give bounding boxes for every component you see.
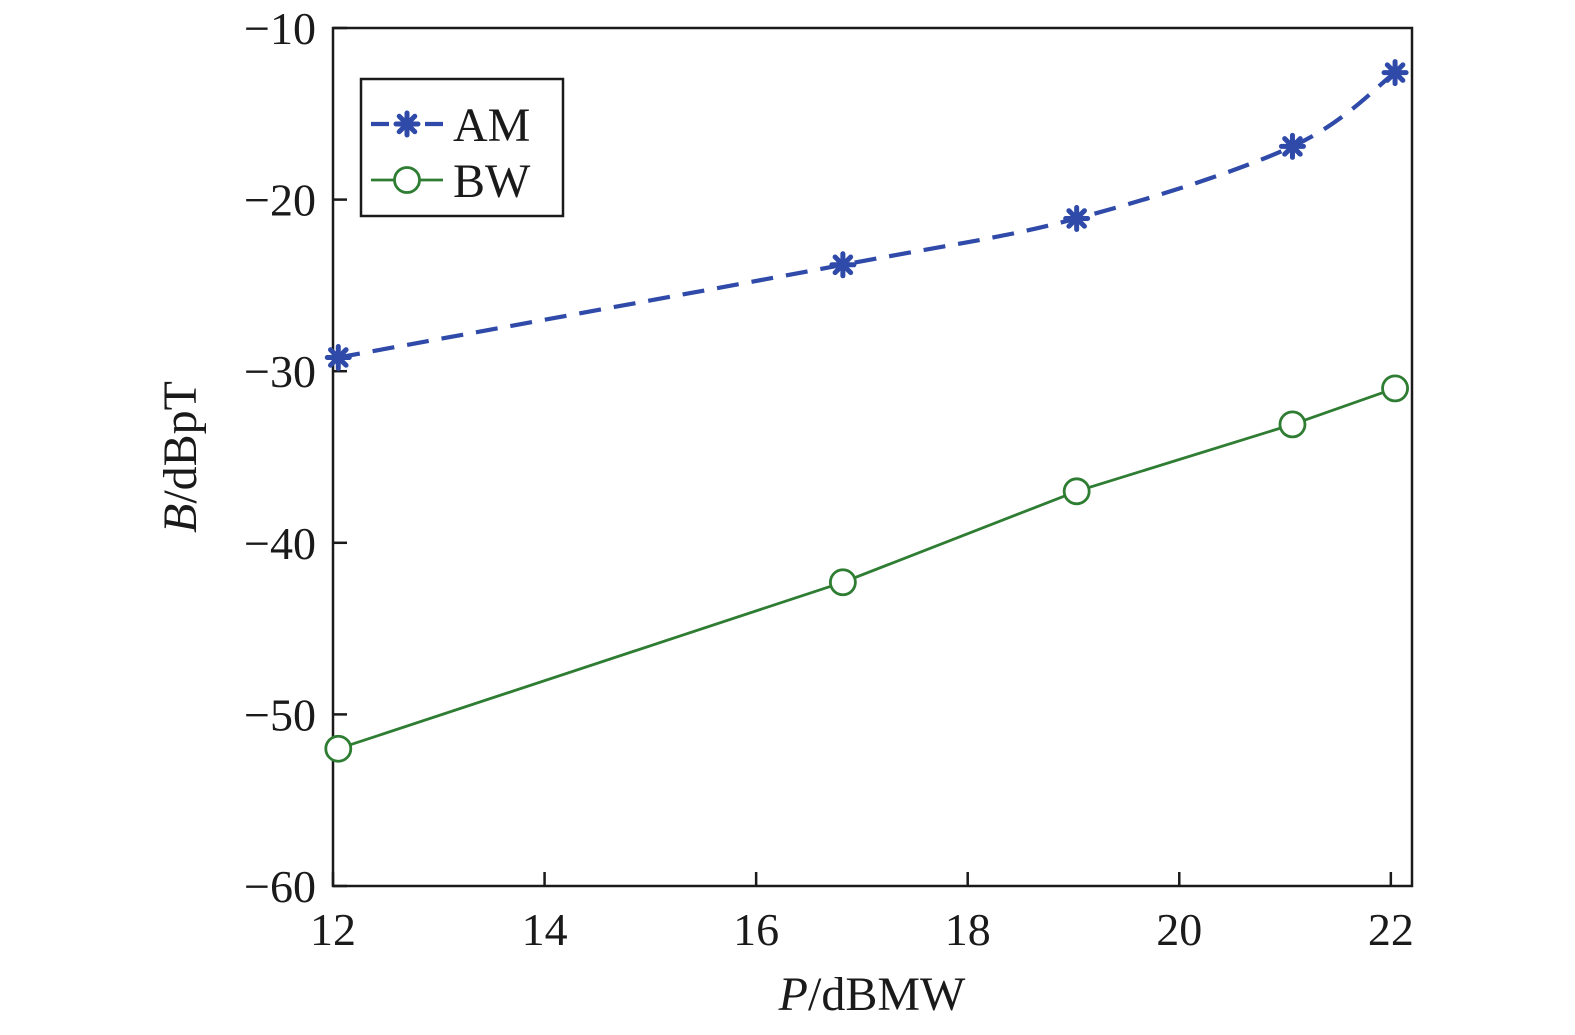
y-tick-label: −40: [244, 518, 316, 569]
x-tick-label: 18: [945, 904, 991, 955]
y-axis-unit: /dBpT: [154, 381, 207, 504]
y-axis-title: B/dBpT: [154, 381, 207, 533]
axis-titles: P/dBMW B/dBpT: [154, 381, 966, 1021]
legend-swatch-marker: [393, 110, 421, 138]
legend-item-bw: BW: [371, 155, 531, 208]
series-am-point: [324, 343, 352, 371]
y-tick-label: −60: [244, 861, 316, 912]
series-bw-point: [1278, 410, 1307, 439]
legend-label: AM: [453, 99, 530, 152]
y-tick-label: −30: [244, 346, 316, 397]
series-bw-point: [1062, 477, 1091, 506]
plot-frame: [331, 26, 1414, 888]
x-axis-title: P/dBMW: [778, 968, 966, 1021]
series-am-point: [1381, 59, 1409, 87]
legend-box: [359, 77, 565, 218]
x-tick-label: 16: [733, 904, 779, 955]
series-bw-point: [1381, 374, 1409, 403]
x-tick-label: 22: [1368, 904, 1414, 955]
x-tick-label: 20: [1156, 904, 1202, 955]
legend-item-am: AM: [371, 99, 530, 152]
x-axis-variable: P: [778, 968, 808, 1021]
x-tick-label: 14: [522, 904, 568, 955]
series-bw-point: [828, 568, 857, 597]
series-am-point: [1063, 204, 1091, 232]
y-axis-variable: B: [154, 504, 207, 533]
series-am: [324, 59, 1409, 371]
series-am-point: [829, 251, 857, 279]
y-tick-label: −50: [244, 689, 316, 740]
series-am-point: [1278, 132, 1306, 160]
axes-layer: 12 14 16 18 20 22 −10 −20 −30 −40 −50 −60: [244, 3, 1414, 955]
x-tick-label: 12: [310, 904, 356, 955]
series-layer: [324, 59, 1409, 763]
series-bw: [324, 374, 1409, 763]
series-bw-line: [337, 387, 1396, 751]
y-tick-label: −20: [244, 175, 316, 226]
series-bw-point: [324, 734, 353, 763]
x-axis-unit: /dBMW: [808, 968, 966, 1021]
legend-swatch-marker: [393, 166, 421, 194]
y-tick-label: −10: [244, 3, 316, 54]
legend-label: BW: [453, 155, 531, 208]
